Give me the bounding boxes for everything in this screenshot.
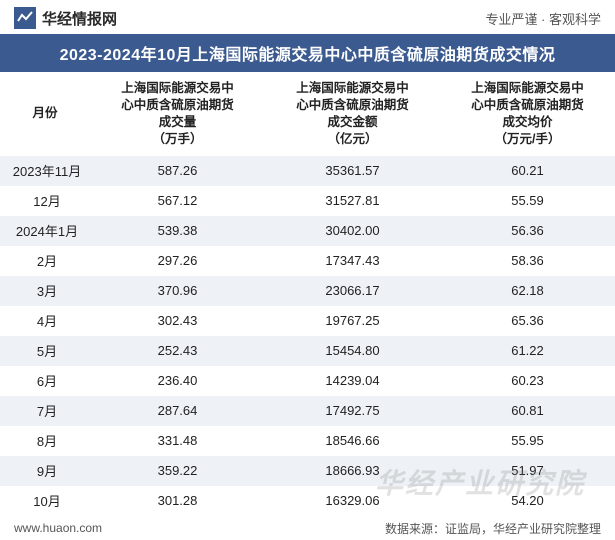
- amount-cell: 15454.80: [265, 336, 440, 366]
- table-row: 5月252.4315454.8061.22: [0, 336, 615, 366]
- avg-cell: 55.95: [440, 426, 615, 456]
- month-cell: 4月: [0, 306, 90, 336]
- page-header: 华经情报网 专业严谨 · 客观科学: [0, 0, 615, 34]
- avg-cell: 60.81: [440, 396, 615, 426]
- month-cell: 9月: [0, 456, 90, 486]
- col-header-text: 心中质含硫原油期货: [471, 98, 584, 112]
- col-header-text: 成交金额: [327, 115, 377, 129]
- col-header-text: 心中质含硫原油期货: [121, 98, 234, 112]
- logo-icon: [14, 7, 36, 29]
- table-row: 2月297.2617347.4358.36: [0, 246, 615, 276]
- col-header-volume: 上海国际能源交易中 心中质含硫原油期货 成交量 （万手）: [90, 72, 265, 156]
- avg-cell: 51.97: [440, 456, 615, 486]
- volume-cell: 359.22: [90, 456, 265, 486]
- avg-cell: 60.21: [440, 156, 615, 186]
- amount-cell: 17492.75: [265, 396, 440, 426]
- table-row: 9月359.2218666.9351.97: [0, 456, 615, 486]
- col-header-text: 心中质含硫原油期货: [296, 98, 409, 112]
- avg-cell: 61.22: [440, 336, 615, 366]
- volume-cell: 331.48: [90, 426, 265, 456]
- amount-cell: 30402.00: [265, 216, 440, 246]
- col-header-month: 月份: [0, 72, 90, 156]
- col-header-text: （亿元）: [327, 132, 377, 146]
- col-header-text: 上海国际能源交易中: [296, 81, 409, 95]
- amount-cell: 35361.57: [265, 156, 440, 186]
- month-cell: 5月: [0, 336, 90, 366]
- month-cell: 6月: [0, 366, 90, 396]
- avg-cell: 55.59: [440, 186, 615, 216]
- table-row: 7月287.6417492.7560.81: [0, 396, 615, 426]
- data-source: 数据来源：证监局，华经产业研究院整理: [385, 520, 601, 537]
- page-footer: www.huaon.com 数据来源：证监局，华经产业研究院整理: [0, 516, 615, 537]
- avg-cell: 65.36: [440, 306, 615, 336]
- table-row: 12月567.1231527.8155.59: [0, 186, 615, 216]
- col-header-avg: 上海国际能源交易中 心中质含硫原油期货 成交均价 （万元/手）: [440, 72, 615, 156]
- amount-cell: 14239.04: [265, 366, 440, 396]
- logo-block: 华经情报网: [14, 7, 117, 29]
- col-header-text: 上海国际能源交易中: [471, 81, 584, 95]
- amount-cell: 23066.17: [265, 276, 440, 306]
- avg-cell: 56.36: [440, 216, 615, 246]
- logo-text: 华经情报网: [42, 8, 117, 29]
- month-cell: 3月: [0, 276, 90, 306]
- col-header-text: 成交均价: [502, 115, 552, 129]
- month-cell: 2023年11月: [0, 156, 90, 186]
- table-row: 2023年11月587.2635361.5760.21: [0, 156, 615, 186]
- avg-cell: 54.20: [440, 486, 615, 516]
- amount-cell: 17347.43: [265, 246, 440, 276]
- amount-cell: 16329.06: [265, 486, 440, 516]
- table-title: 2023-2024年10月上海国际能源交易中心中质含硫原油期货成交情况: [0, 34, 615, 72]
- volume-cell: 587.26: [90, 156, 265, 186]
- volume-cell: 252.43: [90, 336, 265, 366]
- data-table: 月份 上海国际能源交易中 心中质含硫原油期货 成交量 （万手） 上海国际能源交易…: [0, 72, 615, 516]
- month-cell: 7月: [0, 396, 90, 426]
- volume-cell: 567.12: [90, 186, 265, 216]
- table-row: 6月236.4014239.0460.23: [0, 366, 615, 396]
- avg-cell: 62.18: [440, 276, 615, 306]
- table-row: 10月301.2816329.0654.20: [0, 486, 615, 516]
- col-header-text: 月份: [32, 106, 57, 120]
- volume-cell: 370.96: [90, 276, 265, 306]
- month-cell: 2024年1月: [0, 216, 90, 246]
- col-header-text: （万手）: [152, 132, 202, 146]
- amount-cell: 31527.81: [265, 186, 440, 216]
- table-row: 3月370.9623066.1762.18: [0, 276, 615, 306]
- month-cell: 10月: [0, 486, 90, 516]
- volume-cell: 287.64: [90, 396, 265, 426]
- volume-cell: 236.40: [90, 366, 265, 396]
- col-header-text: 上海国际能源交易中: [121, 81, 234, 95]
- tagline: 专业严谨 · 客观科学: [485, 9, 601, 28]
- amount-cell: 18666.93: [265, 456, 440, 486]
- amount-cell: 19767.25: [265, 306, 440, 336]
- avg-cell: 60.23: [440, 366, 615, 396]
- col-header-amount: 上海国际能源交易中 心中质含硫原油期货 成交金额 （亿元）: [265, 72, 440, 156]
- month-cell: 8月: [0, 426, 90, 456]
- col-header-text: （万元/手）: [495, 132, 561, 146]
- volume-cell: 539.38: [90, 216, 265, 246]
- table-row: 2024年1月539.3830402.0056.36: [0, 216, 615, 246]
- site-url: www.huaon.com: [14, 521, 102, 535]
- month-cell: 2月: [0, 246, 90, 276]
- col-header-text: 成交量: [159, 115, 197, 129]
- table-row: 8月331.4818546.6655.95: [0, 426, 615, 456]
- table-row: 4月302.4319767.2565.36: [0, 306, 615, 336]
- volume-cell: 297.26: [90, 246, 265, 276]
- table-body: 2023年11月587.2635361.5760.2112月567.123152…: [0, 156, 615, 516]
- amount-cell: 18546.66: [265, 426, 440, 456]
- month-cell: 12月: [0, 186, 90, 216]
- table-header-row: 月份 上海国际能源交易中 心中质含硫原油期货 成交量 （万手） 上海国际能源交易…: [0, 72, 615, 156]
- volume-cell: 302.43: [90, 306, 265, 336]
- volume-cell: 301.28: [90, 486, 265, 516]
- avg-cell: 58.36: [440, 246, 615, 276]
